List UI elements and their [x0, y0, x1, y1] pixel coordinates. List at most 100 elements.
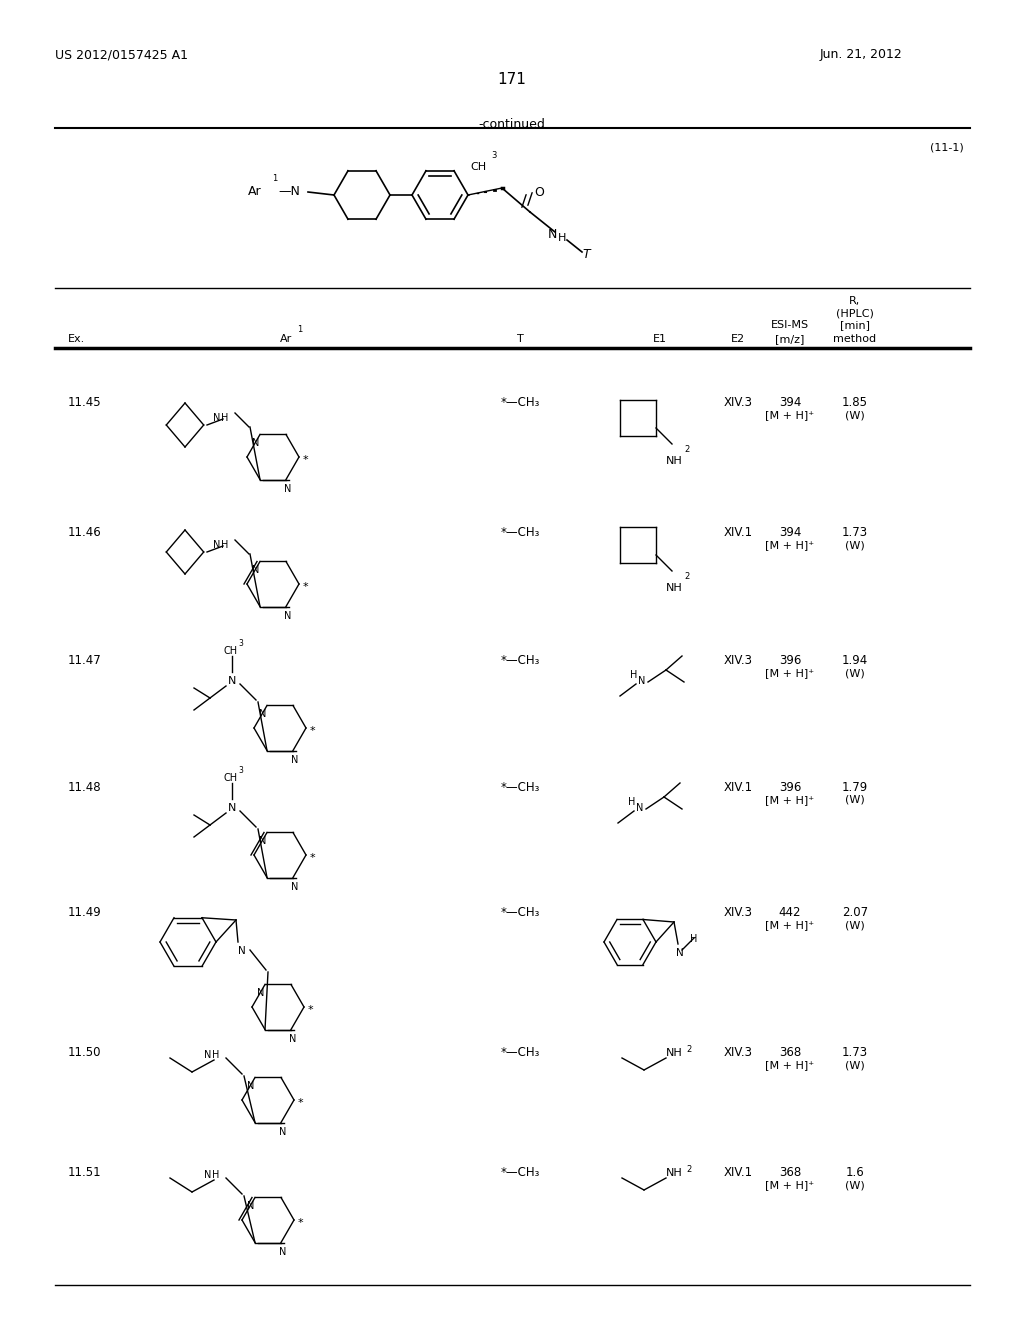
- Text: 1.6: 1.6: [846, 1166, 864, 1179]
- Text: 11.45: 11.45: [68, 396, 101, 409]
- Text: N: N: [247, 1081, 254, 1092]
- Text: N: N: [638, 676, 645, 686]
- Text: 1.94: 1.94: [842, 653, 868, 667]
- Text: 394: 394: [779, 525, 801, 539]
- Text: 368: 368: [779, 1166, 801, 1179]
- Text: 1.73: 1.73: [842, 525, 868, 539]
- Text: H: H: [690, 935, 697, 944]
- Text: 1: 1: [297, 325, 302, 334]
- Text: *: *: [303, 455, 308, 465]
- Text: CH: CH: [224, 774, 239, 783]
- Text: Jun. 21, 2012: Jun. 21, 2012: [820, 48, 903, 61]
- Text: *—CH₃: *—CH₃: [501, 396, 540, 409]
- Text: XIV.1: XIV.1: [723, 1166, 753, 1179]
- Text: H: H: [628, 797, 635, 807]
- Text: H: H: [212, 1170, 219, 1180]
- Text: 11.51: 11.51: [68, 1166, 101, 1179]
- Text: 2: 2: [684, 572, 689, 581]
- Text: (W): (W): [845, 668, 865, 678]
- Text: 1.85: 1.85: [842, 396, 868, 409]
- Text: H: H: [221, 413, 228, 422]
- Text: -continued: -continued: [478, 117, 546, 131]
- Text: [M + H]⁺: [M + H]⁺: [765, 411, 814, 420]
- Text: *—CH₃: *—CH₃: [501, 653, 540, 667]
- Text: 2: 2: [686, 1045, 691, 1053]
- Text: N: N: [279, 1246, 287, 1257]
- Text: US 2012/0157425 A1: US 2012/0157425 A1: [55, 48, 188, 61]
- Text: (HPLC): (HPLC): [836, 308, 873, 318]
- Text: method: method: [834, 334, 877, 345]
- Text: H: H: [221, 540, 228, 550]
- Text: 396: 396: [779, 781, 801, 795]
- Text: N: N: [204, 1049, 211, 1060]
- Text: N: N: [636, 803, 643, 813]
- Text: H: H: [212, 1049, 219, 1060]
- Text: N: N: [284, 611, 292, 620]
- Text: 1.79: 1.79: [842, 781, 868, 795]
- Text: N: N: [204, 1170, 211, 1180]
- Text: *—CH₃: *—CH₃: [501, 1045, 540, 1059]
- Text: 368: 368: [779, 1045, 801, 1059]
- Text: [M + H]⁺: [M + H]⁺: [765, 540, 814, 550]
- Text: [M + H]⁺: [M + H]⁺: [765, 668, 814, 678]
- Text: Ar: Ar: [248, 185, 261, 198]
- Text: [m/z]: [m/z]: [775, 334, 805, 345]
- Text: N: N: [228, 803, 237, 813]
- Text: N: N: [259, 709, 266, 719]
- Text: N: N: [676, 948, 684, 958]
- Text: *: *: [298, 1218, 304, 1228]
- Text: N: N: [284, 483, 292, 494]
- Text: NH: NH: [666, 455, 683, 466]
- Text: 394: 394: [779, 396, 801, 409]
- Text: NH: NH: [666, 1168, 683, 1177]
- Text: N: N: [289, 1034, 296, 1044]
- Text: R,: R,: [849, 296, 860, 306]
- Text: 3: 3: [238, 639, 243, 648]
- Text: CH: CH: [470, 162, 486, 172]
- Text: 11.50: 11.50: [68, 1045, 101, 1059]
- Text: T: T: [517, 334, 523, 345]
- Text: 2: 2: [686, 1166, 691, 1173]
- Text: 1.73: 1.73: [842, 1045, 868, 1059]
- Text: 11.47: 11.47: [68, 653, 101, 667]
- Text: XIV.3: XIV.3: [724, 906, 753, 919]
- Text: *—CH₃: *—CH₃: [501, 1166, 540, 1179]
- Text: N: N: [291, 755, 298, 764]
- Text: *: *: [303, 582, 308, 591]
- Text: E1: E1: [653, 334, 667, 345]
- Text: Ar: Ar: [280, 334, 292, 345]
- Text: N: N: [213, 540, 220, 550]
- Text: 442: 442: [778, 906, 801, 919]
- Text: [M + H]⁺: [M + H]⁺: [765, 795, 814, 805]
- Text: E2: E2: [731, 334, 745, 345]
- Text: N: N: [252, 565, 259, 576]
- Text: H: H: [558, 234, 566, 243]
- Text: H: H: [630, 671, 637, 680]
- Text: N: N: [213, 413, 220, 422]
- Text: N: N: [548, 228, 557, 242]
- Text: (W): (W): [845, 795, 865, 805]
- Text: [M + H]⁺: [M + H]⁺: [765, 1060, 814, 1071]
- Text: 3: 3: [238, 766, 243, 775]
- Text: T: T: [582, 248, 590, 261]
- Text: *—CH₃: *—CH₃: [501, 525, 540, 539]
- Text: N: N: [291, 882, 298, 891]
- Text: *—CH₃: *—CH₃: [501, 906, 540, 919]
- Text: NH: NH: [666, 1048, 683, 1059]
- Text: *: *: [308, 1005, 313, 1015]
- Text: Ex.: Ex.: [68, 334, 85, 345]
- Text: 2.07: 2.07: [842, 906, 868, 919]
- Text: NH: NH: [666, 583, 683, 593]
- Text: (W): (W): [845, 1180, 865, 1191]
- Text: XIV.1: XIV.1: [723, 781, 753, 795]
- Text: (W): (W): [845, 920, 865, 931]
- Text: O: O: [534, 186, 544, 199]
- Text: (W): (W): [845, 540, 865, 550]
- Text: 1: 1: [272, 174, 278, 183]
- Text: N: N: [238, 946, 246, 956]
- Text: XIV.1: XIV.1: [723, 525, 753, 539]
- Text: 11.48: 11.48: [68, 781, 101, 795]
- Text: 11.49: 11.49: [68, 906, 101, 919]
- Text: 2: 2: [684, 445, 689, 454]
- Text: —N: —N: [278, 185, 300, 198]
